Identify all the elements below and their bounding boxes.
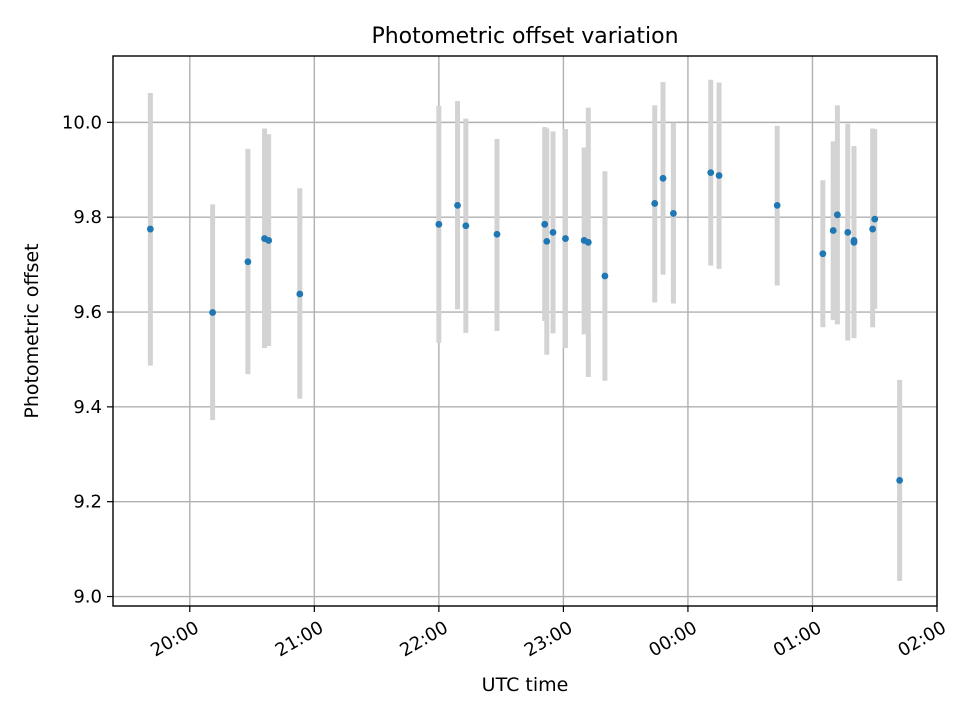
data-point	[454, 201, 461, 209]
data-point	[462, 222, 470, 230]
data-point	[833, 211, 841, 219]
data-point	[844, 228, 852, 236]
x-axis-label: UTC time	[482, 674, 569, 696]
data-point	[244, 258, 252, 266]
y-tick-label: 9.2	[73, 492, 102, 513]
data-point	[869, 225, 877, 233]
data-point	[209, 309, 217, 316]
data-point	[819, 250, 827, 258]
data-point	[541, 220, 549, 228]
y-tick-label: 9.6	[73, 302, 102, 323]
data-point	[707, 169, 715, 177]
data-point	[562, 235, 569, 242]
data-point	[601, 272, 609, 280]
y-axis-label: Photometric offset	[21, 243, 43, 418]
data-point	[871, 215, 879, 223]
data-point	[543, 237, 551, 245]
data-point	[715, 172, 723, 179]
data-point	[670, 210, 677, 217]
data-point	[850, 238, 858, 246]
y-tick-label: 10.0	[62, 112, 102, 133]
data-point	[584, 238, 592, 246]
data-point	[773, 201, 781, 209]
chart-title: Photometric offset variation	[371, 24, 678, 49]
data-point	[896, 476, 904, 484]
data-point	[265, 237, 273, 244]
data-point	[435, 220, 443, 228]
y-tick-label: 9.4	[73, 397, 102, 418]
plot-area-frame	[112, 55, 938, 607]
data-points	[146, 169, 904, 484]
data-point	[549, 228, 557, 236]
data-point	[146, 225, 154, 233]
y-tick-label: 9.8	[73, 207, 102, 228]
data-point	[651, 200, 659, 207]
data-point	[296, 290, 304, 298]
data-point	[493, 230, 501, 238]
data-point	[829, 227, 837, 234]
data-point	[659, 174, 667, 182]
y-tick-label: 9.0	[73, 587, 102, 608]
